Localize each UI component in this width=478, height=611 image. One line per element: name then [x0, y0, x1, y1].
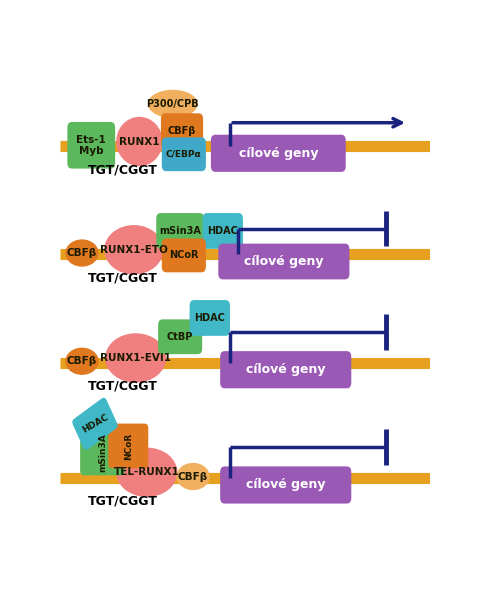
- FancyBboxPatch shape: [190, 300, 230, 336]
- Text: TEL-RUNX1: TEL-RUNX1: [114, 467, 180, 477]
- Text: Ets-1
Myb: Ets-1 Myb: [76, 134, 106, 156]
- Text: cílové geny: cílové geny: [246, 363, 326, 376]
- Text: cílové geny: cílové geny: [239, 147, 318, 160]
- FancyBboxPatch shape: [156, 213, 204, 249]
- Text: cílové geny: cílové geny: [246, 478, 326, 491]
- Text: CtBP: CtBP: [167, 332, 193, 342]
- Text: cílové geny: cílové geny: [244, 255, 324, 268]
- Text: TGT/CGGT: TGT/CGGT: [88, 163, 158, 176]
- Text: RUNX1-ETO: RUNX1-ETO: [100, 245, 168, 255]
- FancyBboxPatch shape: [220, 351, 351, 389]
- FancyBboxPatch shape: [72, 398, 118, 450]
- FancyBboxPatch shape: [218, 244, 349, 279]
- Text: NCoR: NCoR: [124, 433, 133, 459]
- Ellipse shape: [65, 348, 98, 375]
- FancyBboxPatch shape: [80, 431, 125, 475]
- FancyBboxPatch shape: [220, 466, 351, 503]
- Ellipse shape: [65, 240, 98, 266]
- FancyBboxPatch shape: [109, 423, 148, 468]
- Text: RUNX1: RUNX1: [119, 136, 160, 147]
- Text: CBFβ: CBFβ: [178, 472, 208, 481]
- FancyBboxPatch shape: [162, 238, 206, 273]
- Text: HDAC: HDAC: [207, 226, 238, 236]
- Ellipse shape: [116, 448, 177, 497]
- FancyBboxPatch shape: [211, 134, 346, 172]
- Text: TGT/CGGT: TGT/CGGT: [88, 379, 158, 393]
- Text: P300/CPB: P300/CPB: [146, 99, 199, 109]
- FancyBboxPatch shape: [162, 137, 206, 171]
- Ellipse shape: [104, 225, 163, 274]
- Ellipse shape: [176, 463, 210, 490]
- FancyBboxPatch shape: [67, 122, 115, 169]
- Ellipse shape: [148, 90, 198, 118]
- Ellipse shape: [116, 117, 163, 166]
- Text: CBFβ: CBFβ: [67, 356, 97, 366]
- Text: C/EBPα: C/EBPα: [166, 150, 202, 159]
- FancyBboxPatch shape: [158, 320, 202, 354]
- Text: TGT/CGGT: TGT/CGGT: [88, 271, 158, 285]
- Text: CBFβ: CBFβ: [67, 248, 97, 258]
- Text: CBFβ: CBFβ: [168, 126, 196, 136]
- Text: TGT/CGGT: TGT/CGGT: [88, 495, 158, 508]
- Text: RUNX1-EVI1: RUNX1-EVI1: [100, 353, 171, 363]
- FancyBboxPatch shape: [203, 213, 243, 249]
- FancyBboxPatch shape: [161, 113, 203, 148]
- Ellipse shape: [105, 333, 166, 382]
- Text: NCoR: NCoR: [169, 251, 198, 260]
- Text: mSin3A: mSin3A: [159, 226, 201, 236]
- Text: HDAC: HDAC: [195, 313, 225, 323]
- Text: HDAC: HDAC: [80, 413, 109, 435]
- Text: mSin3A: mSin3A: [98, 434, 107, 472]
